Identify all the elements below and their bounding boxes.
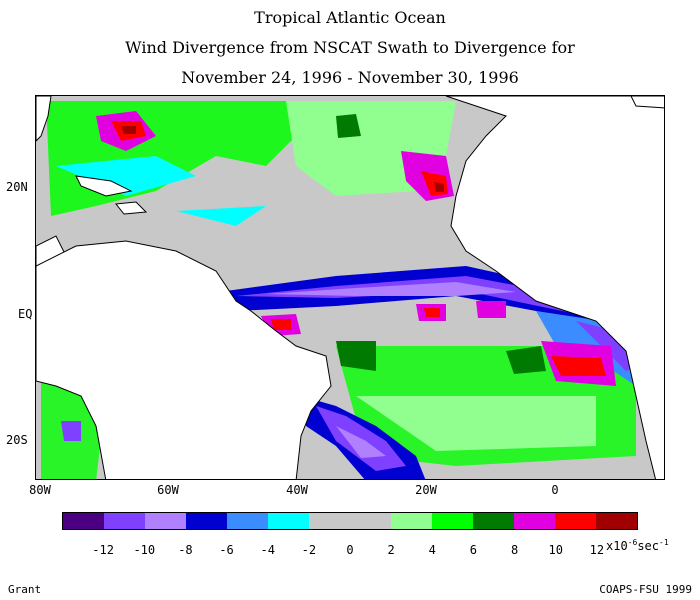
lon-tick-80w: 80W [29,483,51,497]
divergence-map [35,95,665,480]
land-north-america [36,96,52,142]
colorbar-label-6: 0 [346,543,354,557]
colorbar-swatch-12 [555,513,596,529]
colorbar-swatch-1 [104,513,145,529]
colorbar-label-0: -12 [92,543,114,557]
field-magenta-5 [476,301,506,318]
colorbar-swatch-4 [227,513,268,529]
lon-tick-40w: 40W [286,483,308,497]
land-south-america [36,240,332,479]
field-red-3 [271,319,291,330]
colorbar-label-9: 6 [469,543,478,557]
colorbar-swatch-13 [596,513,637,529]
field-darkgreen-3 [336,114,361,138]
field-darkgreen-2 [506,346,546,374]
colorbar-unit: x10-6sec-1 [606,538,669,553]
colorbar-swatch-8 [391,513,432,529]
lon-tick-60w: 60W [157,483,179,497]
lon-tick-20w: 20W [415,483,437,497]
colorbar-label-2: -8 [178,543,193,557]
field-darkred-1 [121,126,136,134]
title-line-2: Wind Divergence from NSCAT Swath to Dive… [125,38,575,57]
colorbar-label-5: -2 [301,543,317,557]
land [36,96,664,479]
colorbar-label-10: 8 [510,543,519,557]
colorbar-swatch-9 [432,513,473,529]
colorbar-label-7: 2 [387,543,395,557]
land-hispaniola [115,201,148,215]
lon-tick-0: 0 [551,483,559,497]
map-svg [36,96,664,479]
field-gray-band [226,206,456,281]
colorbar-label-11: 10 [548,543,563,557]
field-cyan-north [56,156,196,196]
field-itcz-purple [236,276,631,318]
field-cyan-mid [176,206,266,226]
field-light-green-south [356,396,596,451]
title-line-1: Tropical Atlantic Ocean [254,8,446,27]
land-africa [445,96,664,479]
field-darkgreen-1 [336,341,376,371]
colorbar-label-1: -10 [133,543,156,557]
field-green [46,101,296,216]
field-red-4 [424,308,440,317]
field-purple-brazil-spot [61,421,81,441]
colorbar-label-12: 12 [589,543,605,557]
lat-tick-20n: 20N [6,180,28,194]
field-brazil-light [336,426,386,458]
colorbar-swatch-3 [186,513,227,529]
colorbar [62,512,638,530]
colorbar-swatch-7 [350,513,391,529]
footer-author: Grant [8,583,42,596]
colorbar-swatch-0 [63,513,104,529]
colorbar-swatch-6 [309,513,350,529]
title-line-3: November 24, 1996 - November 30, 1996 [181,68,519,87]
lat-tick-eq: EQ [18,307,33,321]
field-red-6 [551,356,606,376]
footer-credit: COAPS-FSU 1999 [599,583,692,596]
colorbar-label-3: -6 [219,543,234,557]
colorbar-label-8: 4 [428,543,436,557]
field-itcz-light [266,282,516,296]
colorbar-label-4: -4 [260,543,275,557]
colorbar-swatch-2 [145,513,186,529]
colorbar-swatch-10 [473,513,514,529]
land-africa-north-tip [630,96,664,109]
lat-tick-20s: 20S [6,433,28,447]
field-darkred-2 [434,182,444,192]
colorbar-swatch-5 [268,513,309,529]
colorbar-swatch-11 [514,513,555,529]
land-cuba [75,175,133,197]
